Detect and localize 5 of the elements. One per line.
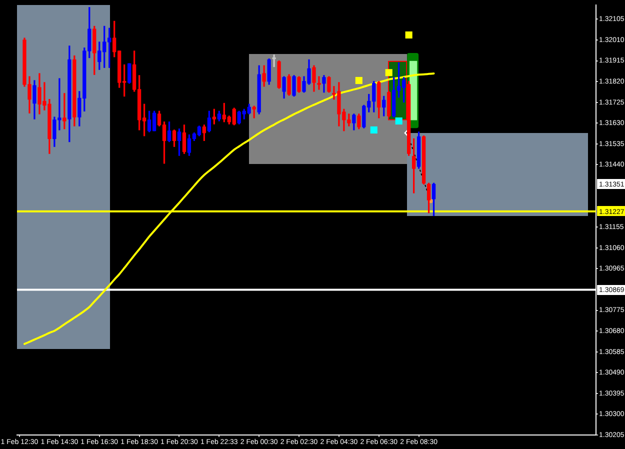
point (370, 126, 378, 134)
point (395, 117, 402, 125)
point (405, 31, 412, 39)
point (355, 76, 362, 84)
point (385, 69, 392, 76)
